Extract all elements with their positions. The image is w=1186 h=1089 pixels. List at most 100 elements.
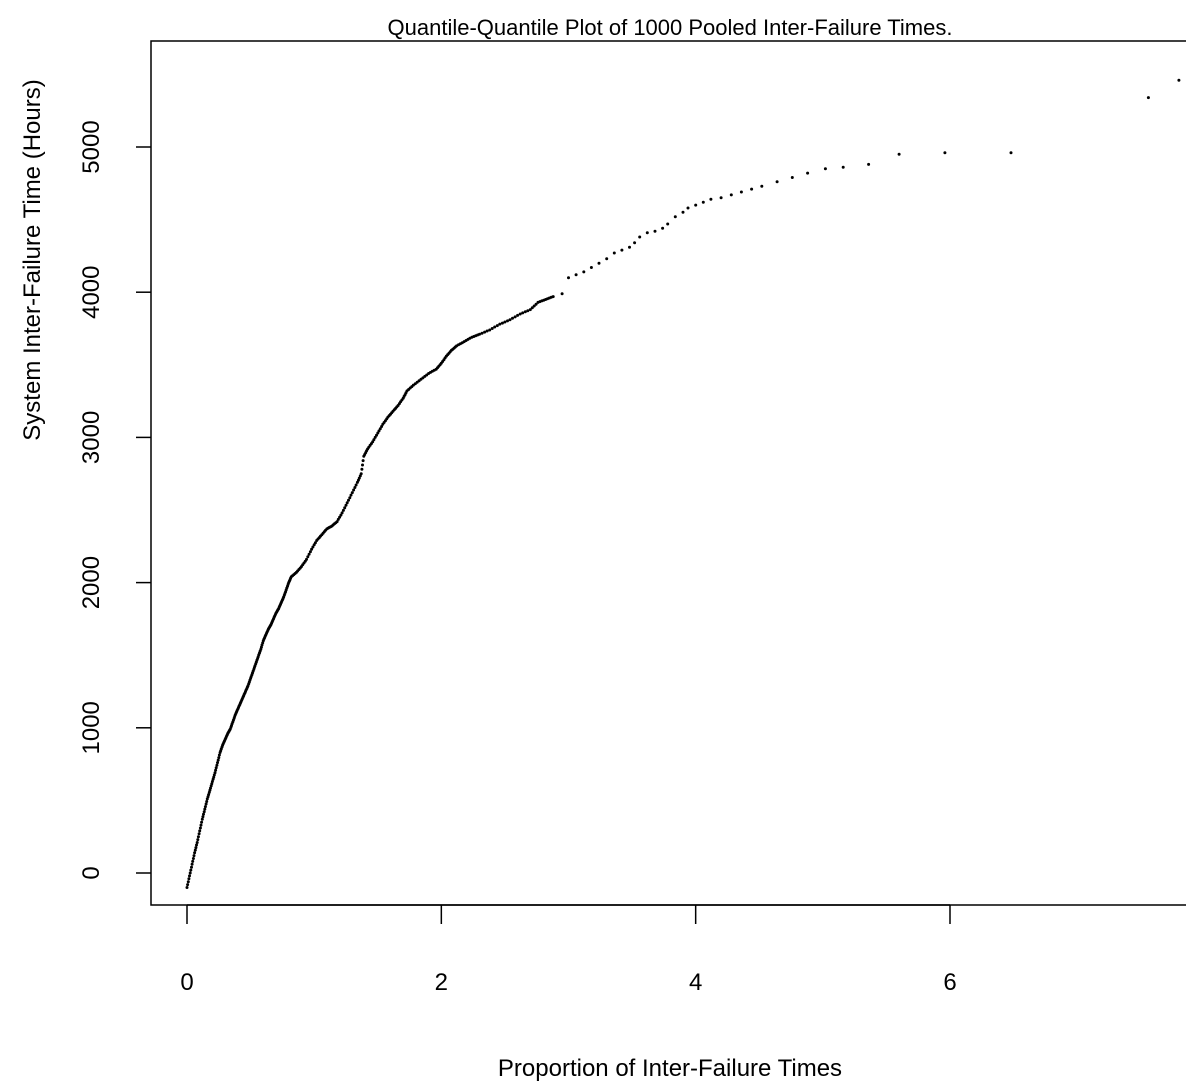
y-tick-label: 1000 (78, 701, 105, 754)
data-point (488, 328, 492, 332)
data-point-fill (215, 763, 219, 767)
data-point-fill (329, 525, 333, 529)
data-point (350, 491, 354, 495)
data-point-fill (385, 417, 389, 421)
data-point (200, 817, 204, 821)
data-point-fill (373, 435, 377, 439)
data-point-fill (365, 449, 369, 453)
data-point-fill (348, 496, 352, 500)
y-tick-label: 3000 (78, 411, 105, 464)
data-point-fill (271, 618, 275, 622)
data-point-fill (511, 316, 514, 320)
data-point-fill (500, 321, 504, 325)
data-point-fill (361, 463, 364, 467)
data-point (653, 229, 657, 233)
data-point-fill (202, 812, 205, 816)
data-point (612, 251, 616, 255)
data-point-fill (251, 671, 254, 675)
data-point (188, 874, 191, 878)
data-point-fill (210, 782, 214, 786)
x-axis: 0 2 4 6 (180, 904, 957, 996)
data-point-fill (191, 859, 195, 863)
data-point (1009, 151, 1013, 155)
data-point (739, 190, 743, 194)
data-point-fill (248, 678, 252, 682)
data-point-fill (453, 345, 457, 349)
data-point (190, 862, 194, 866)
data-point (203, 807, 207, 811)
data-point-fill (532, 304, 536, 308)
data-point (661, 226, 665, 230)
data-point-fill (199, 823, 203, 827)
data-point-fill (349, 493, 353, 497)
data-point-fill (369, 442, 373, 446)
data-point (719, 196, 723, 200)
data-point-fill (293, 572, 297, 575)
data-point-fill (493, 325, 497, 329)
data-point (943, 151, 947, 155)
x-tick-label: 0 (180, 969, 193, 996)
data-point (666, 222, 670, 226)
data-point (1146, 96, 1150, 100)
data-point-fill (204, 802, 208, 806)
data-point-fill (513, 315, 517, 319)
chart-title: Quantile-Quantile Plot of 1000 Pooled In… (388, 15, 953, 40)
data-point-fill (534, 302, 538, 306)
data-point (760, 184, 764, 188)
data-point-fill (448, 350, 452, 354)
data-point-fill (256, 657, 260, 660)
data-point-fill (495, 324, 499, 328)
data-point (638, 235, 642, 239)
data-point-fill (217, 756, 221, 760)
data-point-fill (530, 306, 534, 310)
data-point-fill (189, 868, 193, 872)
data-point (686, 206, 690, 210)
x-axis-label: Proportion of Inter-Failure Times (498, 1055, 842, 1082)
data-point-fill (200, 820, 204, 824)
data-point-fill (214, 766, 218, 770)
data-point-fill (191, 857, 195, 860)
data-point (628, 245, 631, 249)
data-point-fill (334, 521, 338, 525)
data-point-fill (308, 550, 312, 554)
data-point-fill (476, 333, 480, 337)
data-point-fill (372, 438, 376, 442)
data-point (597, 261, 601, 265)
data-point (709, 197, 713, 201)
data-point (589, 266, 593, 269)
data-point-fill (187, 877, 191, 881)
data-point (645, 231, 649, 235)
data-point-fill (188, 871, 192, 875)
data-point-fill (276, 608, 280, 612)
data-point-fill (186, 883, 190, 887)
data-point (806, 171, 810, 175)
data-point-fill (339, 513, 343, 517)
data-point (729, 193, 733, 197)
data-point-fill (380, 425, 384, 428)
data-point-fill (258, 649, 262, 653)
data-point (790, 176, 794, 179)
data-point-fill (390, 411, 394, 415)
data-point-fill (360, 467, 364, 471)
data-point-fill (375, 433, 378, 437)
data-point-fill (220, 745, 224, 749)
y-tick-label: 2000 (78, 556, 105, 609)
data-point-fill (353, 486, 357, 489)
data-point-fill (311, 545, 315, 549)
data-point-fill (214, 768, 218, 772)
data-point-fill (503, 320, 507, 324)
data-point (345, 501, 349, 505)
data-point-fill (235, 708, 239, 712)
data-point-fill (194, 846, 198, 850)
data-point-fill (196, 835, 200, 839)
data-point-fill (253, 664, 257, 668)
data-point-fill (279, 602, 282, 606)
y-tick-label: 0 (78, 866, 105, 879)
data-point (867, 162, 871, 166)
x-tick-label: 6 (943, 969, 956, 996)
data-point (498, 322, 502, 326)
data-point-fill (243, 691, 247, 695)
data-point-fill (225, 733, 229, 737)
data-point-fill (468, 336, 472, 340)
